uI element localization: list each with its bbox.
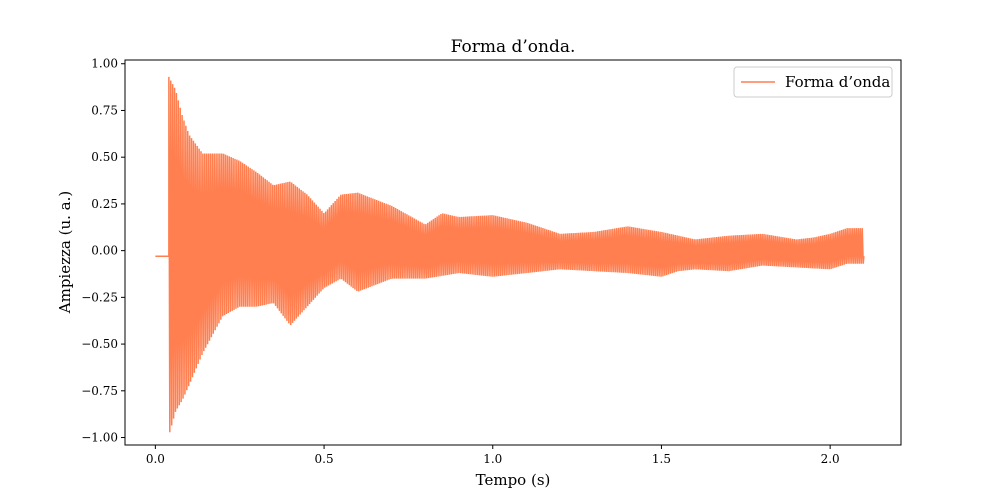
x-tick-label: 0.0: [146, 452, 165, 466]
y-axis-ticks: 1.00 0.75 0.50 0.25 0.00 −0.25 −0.50 −0.75 −1.00: [81, 57, 125, 445]
x-axis-label: Tempo (s): [476, 471, 551, 489]
y-tick-label: 0.75: [91, 103, 118, 117]
y-tick-label: 0.25: [91, 197, 118, 211]
waveform-line: [155, 76, 865, 433]
y-tick-label: −0.50: [81, 337, 118, 351]
x-axis-ticks: 0.0 0.5 1.0 1.5 2.0: [146, 445, 840, 466]
chart-title: Forma d’onda.: [451, 37, 576, 57]
y-tick-label: −0.75: [81, 384, 118, 398]
y-tick-label: −0.25: [81, 290, 118, 304]
y-tick-label: 1.00: [91, 57, 118, 71]
axes-frame: [124, 59, 902, 446]
legend-label: Forma d’onda: [785, 73, 890, 91]
x-tick-label: 1.5: [652, 452, 671, 466]
x-tick-label: 0.5: [315, 452, 334, 466]
legend: Forma d’onda: [733, 66, 893, 98]
y-axis-label: Ampiezza (u. a.): [56, 191, 74, 314]
plot-area: [155, 76, 865, 433]
y-tick-label: 0.50: [91, 150, 118, 164]
y-tick-label: −1.00: [81, 431, 118, 445]
x-tick-label: 1.0: [483, 452, 502, 466]
legend-box: [733, 66, 893, 98]
y-tick-label: 0.00: [91, 244, 118, 258]
x-tick-label: 2.0: [821, 452, 840, 466]
